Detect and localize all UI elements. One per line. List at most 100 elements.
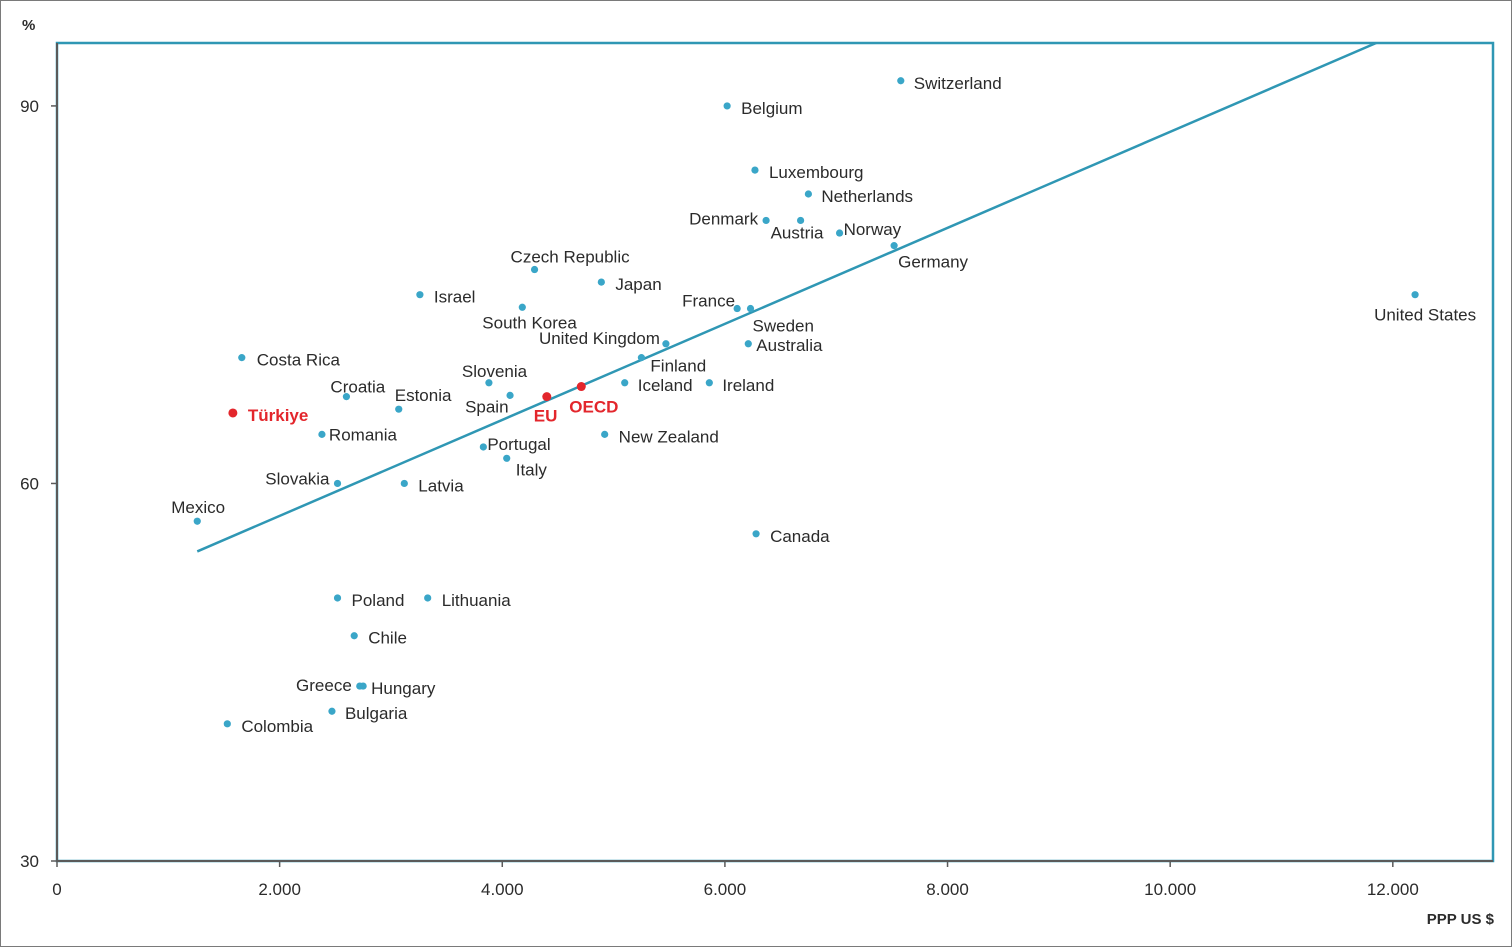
x-tick-label: 0 xyxy=(52,880,61,899)
y-axis-ticks: 30 60 90 xyxy=(20,97,57,871)
label-japan: Japan xyxy=(615,275,661,294)
point-austria xyxy=(797,216,805,225)
label-france: France xyxy=(682,292,735,311)
label-czech-republic: Czech Republic xyxy=(511,248,631,267)
y-tick-label: 90 xyxy=(20,97,39,116)
point-ireland xyxy=(705,379,713,387)
point-south-korea xyxy=(518,303,526,311)
label-romania: Romania xyxy=(329,425,398,444)
trendline xyxy=(196,41,1377,553)
label-costa-rica: Costa Rica xyxy=(257,351,341,370)
label-mexico: Mexico xyxy=(171,498,225,517)
data-labels: Switzerland Belgium Luxembourg Netherlands D… xyxy=(171,74,1476,736)
label-latvia: Latvia xyxy=(418,476,464,495)
point-romania xyxy=(318,430,326,438)
label-iceland: Iceland xyxy=(638,376,693,395)
label-denmark: Denmark xyxy=(689,209,758,228)
label-slovakia: Slovakia xyxy=(265,469,330,488)
point-slovakia xyxy=(333,479,342,488)
point-united-kingdom xyxy=(662,340,670,348)
label-ireland: Ireland xyxy=(722,376,774,395)
label-austria: Austria xyxy=(771,223,824,242)
point-spain xyxy=(506,391,514,399)
label-south-korea: South Korea xyxy=(482,313,577,332)
point-sweden xyxy=(746,304,755,313)
label-portugal: Portugal xyxy=(487,435,550,454)
point-belgium xyxy=(723,102,731,110)
x-tick-label: 2.000 xyxy=(258,880,301,899)
label-greece: Greece xyxy=(296,676,352,695)
point-lithuania xyxy=(424,594,432,602)
label-eu: EU xyxy=(534,407,558,426)
point-italy xyxy=(503,454,511,462)
point-slovenia xyxy=(485,379,493,387)
point-iceland xyxy=(621,379,629,387)
label-türkiye: Türkiye xyxy=(248,406,308,425)
point-japan xyxy=(597,278,605,286)
label-canada: Canada xyxy=(770,527,830,546)
label-bulgaria: Bulgaria xyxy=(345,704,408,723)
point-hungary xyxy=(359,682,367,690)
point-united-states xyxy=(1411,291,1419,299)
label-israel: Israel xyxy=(434,288,476,307)
label-estonia: Estonia xyxy=(395,386,452,405)
label-italy: Italy xyxy=(516,460,548,479)
x-tick-label: 10.000 xyxy=(1144,880,1196,899)
point-luxembourg xyxy=(751,166,759,174)
label-sweden: Sweden xyxy=(753,317,814,336)
point-croatia xyxy=(342,393,351,401)
label-finland: Finland xyxy=(650,357,706,376)
point-switzerland xyxy=(897,77,905,85)
point-bulgaria xyxy=(328,707,336,715)
label-united-kingdom: United Kingdom xyxy=(539,329,660,348)
point-chile xyxy=(350,632,358,640)
x-axis-ticks: 0 2.000 4.000 6.000 8.000 10.000 12.000 xyxy=(52,861,1419,899)
label-united-states: United States xyxy=(1374,306,1476,325)
label-new-zealand: New Zealand xyxy=(619,427,719,446)
label-spain: Spain xyxy=(465,397,508,416)
point-costa-rica xyxy=(238,354,246,362)
label-chile: Chile xyxy=(368,629,407,648)
label-colombia: Colombia xyxy=(241,717,313,736)
label-norway: Norway xyxy=(844,220,902,239)
point-mexico xyxy=(193,517,201,525)
point-france xyxy=(733,304,741,313)
point-colombia xyxy=(223,720,231,728)
label-lithuania: Lithuania xyxy=(442,591,512,610)
point-oecd xyxy=(576,382,586,392)
point-denmark xyxy=(762,216,770,225)
point-portugal xyxy=(479,443,487,451)
label-netherlands: Netherlands xyxy=(821,187,913,206)
point-estonia xyxy=(395,405,403,413)
label-croatia: Croatia xyxy=(330,378,385,397)
label-germany: Germany xyxy=(898,253,968,272)
x-tick-label: 8.000 xyxy=(926,880,969,899)
label-oecd: OECD xyxy=(569,398,618,417)
label-switzerland: Switzerland xyxy=(914,74,1002,93)
label-poland: Poland xyxy=(352,591,405,610)
point-netherlands xyxy=(804,190,812,198)
data-points xyxy=(193,77,1419,728)
label-hungary: Hungary xyxy=(371,679,436,698)
y-axis-title: % xyxy=(22,17,35,34)
point-türkiye xyxy=(228,408,238,418)
x-tick-label: 6.000 xyxy=(704,880,747,899)
y-tick-label: 60 xyxy=(20,474,39,493)
point-australia xyxy=(744,340,752,348)
label-australia: Australia xyxy=(756,336,823,355)
point-poland xyxy=(333,594,342,602)
y-tick-label: 30 xyxy=(20,852,39,871)
point-norway xyxy=(835,229,844,237)
point-eu xyxy=(542,392,552,402)
point-canada xyxy=(752,530,760,538)
x-axis-title: PPP US $ xyxy=(1427,911,1495,928)
point-israel xyxy=(416,291,424,299)
label-luxembourg: Luxembourg xyxy=(769,163,864,182)
point-finland xyxy=(637,354,646,362)
point-czech-republic xyxy=(530,265,539,274)
point-latvia xyxy=(400,479,408,488)
x-tick-label: 4.000 xyxy=(481,880,524,899)
label-belgium: Belgium xyxy=(741,99,802,118)
label-slovenia: Slovenia xyxy=(462,362,528,381)
